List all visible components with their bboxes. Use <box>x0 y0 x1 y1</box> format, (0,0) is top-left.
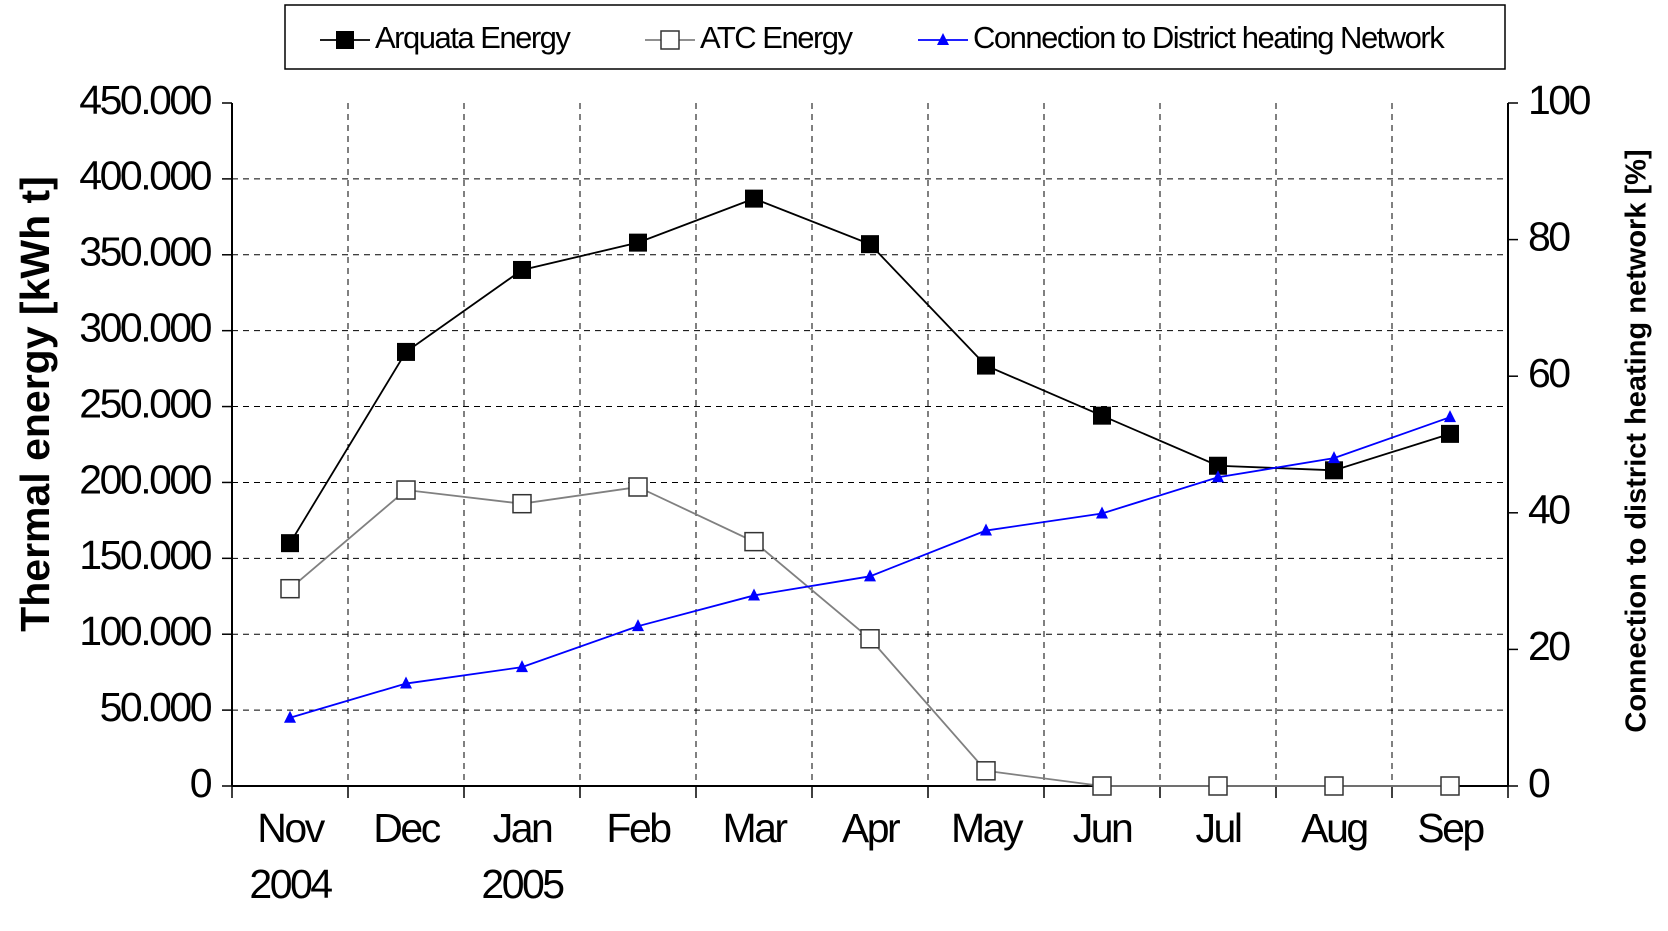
marker <box>748 588 760 601</box>
y2-tick-label: 60 <box>1528 350 1570 396</box>
y-tick-label: 400.000 <box>79 153 211 199</box>
y-tick-label: 0 <box>190 760 212 806</box>
marker <box>1093 406 1111 425</box>
y2-tick-label: 0 <box>1528 760 1550 806</box>
legend-label: ATC Energy <box>700 20 854 55</box>
x-tick-label: Nov 2004 <box>249 805 333 907</box>
marker <box>861 235 879 254</box>
y-tick-label: 250.000 <box>79 380 211 426</box>
x-tick-label: Jun <box>1072 805 1134 851</box>
marker <box>512 493 532 514</box>
marker <box>632 619 644 632</box>
y-tick-label: 300.000 <box>79 304 211 350</box>
y-tick-label: 450.000 <box>79 77 211 123</box>
x-tick-label: Feb <box>606 805 672 851</box>
marker <box>1444 410 1456 423</box>
marker <box>977 356 995 375</box>
y-tick-label: 150.000 <box>79 532 211 578</box>
legend <box>284 4 1506 70</box>
y-tick-label: 100.000 <box>79 608 211 654</box>
x-tick-label: Apr <box>841 805 901 851</box>
marker <box>976 761 996 781</box>
y-tick-label: 350.000 <box>79 229 211 275</box>
x-tick-label: Jul <box>1195 805 1243 851</box>
marker <box>629 233 647 252</box>
marker <box>628 477 648 497</box>
marker <box>516 660 528 673</box>
y2-tick-label: 80 <box>1528 213 1570 259</box>
legend-label: Connection to District heating Network <box>973 20 1445 55</box>
marker <box>745 189 763 208</box>
marker <box>1092 776 1112 796</box>
legend-marker <box>660 30 680 50</box>
marker <box>1209 456 1227 475</box>
y2-tick-label: 40 <box>1528 487 1570 533</box>
marker <box>513 260 531 279</box>
marker <box>1324 776 1344 796</box>
marker <box>396 480 416 500</box>
x-tick-label: Mar <box>722 805 788 851</box>
legend-marker <box>937 33 949 45</box>
marker <box>860 629 880 649</box>
legend-marker <box>336 31 354 49</box>
marker <box>1325 461 1343 480</box>
marker <box>980 523 992 536</box>
x-tick-label: Aug <box>1301 805 1369 851</box>
marker <box>1096 506 1108 519</box>
x-tick-label: Jan 2005 <box>481 805 565 907</box>
y-tick-label: 200.000 <box>79 456 211 502</box>
marker <box>1212 470 1224 483</box>
y2-axis-label: Connection to district heating network [… <box>1621 149 1653 732</box>
marker <box>400 676 412 689</box>
x-tick-label: Dec <box>373 805 441 851</box>
marker <box>397 342 415 361</box>
marker <box>1208 776 1228 796</box>
x-tick-label: May <box>951 805 1023 851</box>
y-tick-label: 50.000 <box>100 684 212 730</box>
x-tick-label: Sep <box>1417 805 1485 851</box>
y2-tick-label: 100 <box>1528 77 1591 123</box>
y2-tick-label: 20 <box>1528 623 1570 669</box>
marker <box>1440 776 1460 796</box>
marker <box>1441 424 1459 443</box>
y-axis-label: Thermal energy [kWh t] <box>12 176 58 632</box>
marker <box>280 578 300 599</box>
marker <box>284 710 296 723</box>
marker <box>744 531 764 552</box>
marker <box>864 569 876 582</box>
marker <box>281 534 299 553</box>
legend-label: Arquata Energy <box>375 20 571 55</box>
marker <box>1328 451 1340 464</box>
